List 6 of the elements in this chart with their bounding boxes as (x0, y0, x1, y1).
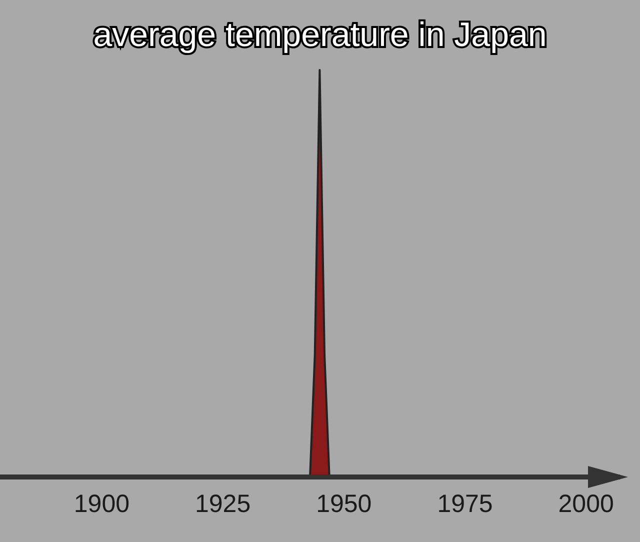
x-tick-label: 1925 (195, 490, 251, 518)
x-tick-label: 2000 (558, 490, 614, 518)
x-tick-label: 1950 (316, 490, 372, 518)
x-tick-label: 1900 (74, 490, 130, 518)
chart-title: average temperature in Japan (93, 16, 547, 54)
x-tick-label: 1975 (437, 490, 493, 518)
